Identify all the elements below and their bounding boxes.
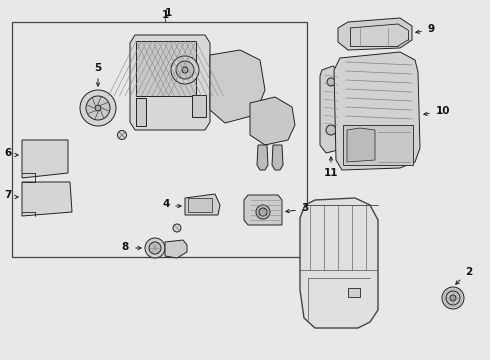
Text: 6: 6 <box>4 148 12 158</box>
Polygon shape <box>320 66 342 153</box>
Bar <box>136 41 196 96</box>
Polygon shape <box>22 140 68 178</box>
Circle shape <box>95 105 101 111</box>
Polygon shape <box>338 18 412 50</box>
Text: 1: 1 <box>161 10 169 20</box>
Bar <box>348 288 360 297</box>
Polygon shape <box>334 52 420 170</box>
Circle shape <box>327 78 335 86</box>
Polygon shape <box>130 35 210 130</box>
Polygon shape <box>272 145 283 170</box>
Circle shape <box>80 90 116 126</box>
Text: 1: 1 <box>164 8 171 18</box>
Polygon shape <box>300 198 378 328</box>
Text: 10: 10 <box>436 106 450 116</box>
Text: 2: 2 <box>466 267 473 277</box>
Bar <box>136 98 146 126</box>
Circle shape <box>446 291 460 305</box>
Polygon shape <box>250 97 295 145</box>
Circle shape <box>173 224 181 232</box>
Text: 5: 5 <box>95 63 101 73</box>
Polygon shape <box>257 145 268 170</box>
Bar <box>343 125 413 165</box>
Circle shape <box>256 205 270 219</box>
Text: 11: 11 <box>324 168 338 178</box>
Circle shape <box>450 295 456 301</box>
Polygon shape <box>22 182 72 216</box>
Polygon shape <box>347 128 375 162</box>
Circle shape <box>326 125 336 135</box>
Text: 7: 7 <box>4 190 12 200</box>
Circle shape <box>442 287 464 309</box>
Bar <box>192 95 206 117</box>
Circle shape <box>118 131 126 140</box>
Text: 4: 4 <box>162 199 170 209</box>
Text: 3: 3 <box>301 203 309 213</box>
Circle shape <box>149 242 161 254</box>
Text: 8: 8 <box>122 242 128 252</box>
Polygon shape <box>244 195 282 225</box>
Circle shape <box>182 67 188 73</box>
Bar <box>188 198 212 212</box>
Circle shape <box>176 61 194 79</box>
Polygon shape <box>210 50 265 123</box>
Text: 9: 9 <box>427 24 435 34</box>
Polygon shape <box>165 240 187 258</box>
Circle shape <box>171 56 199 84</box>
Circle shape <box>86 96 110 120</box>
Bar <box>12 22 307 257</box>
Circle shape <box>259 208 267 216</box>
Polygon shape <box>185 194 220 215</box>
Circle shape <box>145 238 165 258</box>
